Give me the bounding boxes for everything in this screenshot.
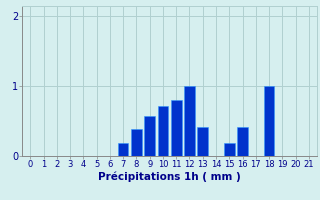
Bar: [144, 116, 155, 156]
Bar: [158, 106, 168, 156]
Bar: [224, 143, 235, 156]
Bar: [184, 86, 195, 156]
Bar: [131, 129, 142, 156]
Bar: [171, 100, 181, 156]
X-axis label: Précipitations 1h ( mm ): Précipitations 1h ( mm ): [98, 172, 241, 182]
Bar: [264, 86, 274, 156]
Bar: [237, 127, 248, 156]
Bar: [197, 127, 208, 156]
Bar: [118, 143, 129, 156]
